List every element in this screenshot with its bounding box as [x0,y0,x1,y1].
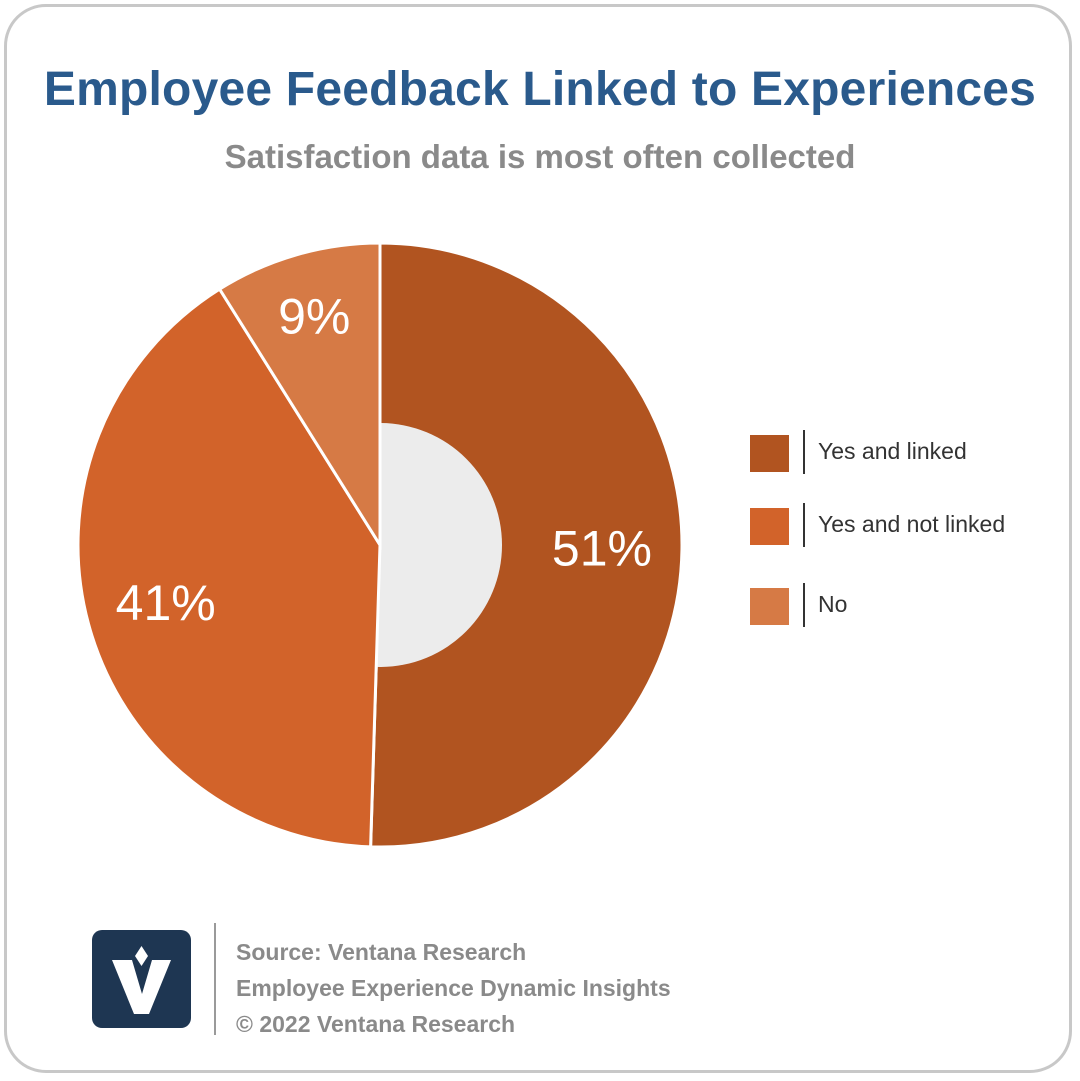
legend-swatch [750,435,789,472]
legend-label: Yes and linked [818,438,967,464]
legend-swatch [750,588,789,625]
legend-label: No [818,591,848,617]
footer-divider [214,923,216,1035]
chart-subtitle: Satisfaction data is most often collecte… [224,138,856,175]
legend-swatch [750,508,789,545]
data-label-no: 9% [278,288,350,344]
ventana-v-logo-icon [92,930,191,1028]
legend-separator [803,430,805,474]
copyright-line: © 2022 Ventana Research [236,1011,516,1037]
data-label-yes-and-linked: 51% [552,520,652,576]
legend: Yes and linked Yes and not linked No [750,430,1070,640]
legend-label: Yes and not linked [818,511,1006,537]
legend-separator [803,583,805,627]
legend-separator [803,503,805,547]
slice-yes-and-not-linked [76,287,382,849]
slice-yes-and-linked [369,241,684,849]
donut-chart: 51% 41% 9% [76,241,684,849]
source-note: Source: Ventana Research Employee Experi… [236,934,671,1042]
chart-title: Employee Feedback Linked to Experiences [43,63,1037,116]
source-line: Source: Ventana Research [236,939,527,965]
legend-item-yes-and-linked: Yes and linked [750,430,1070,474]
slice-no [217,241,382,551]
study-line: Employee Experience Dynamic Insights [236,975,671,1001]
legend-item-yes-and-not-linked: Yes and not linked [750,503,1070,547]
legend-item-no: No [750,583,1070,627]
data-label-yes-and-not-linked: 41% [116,575,216,631]
